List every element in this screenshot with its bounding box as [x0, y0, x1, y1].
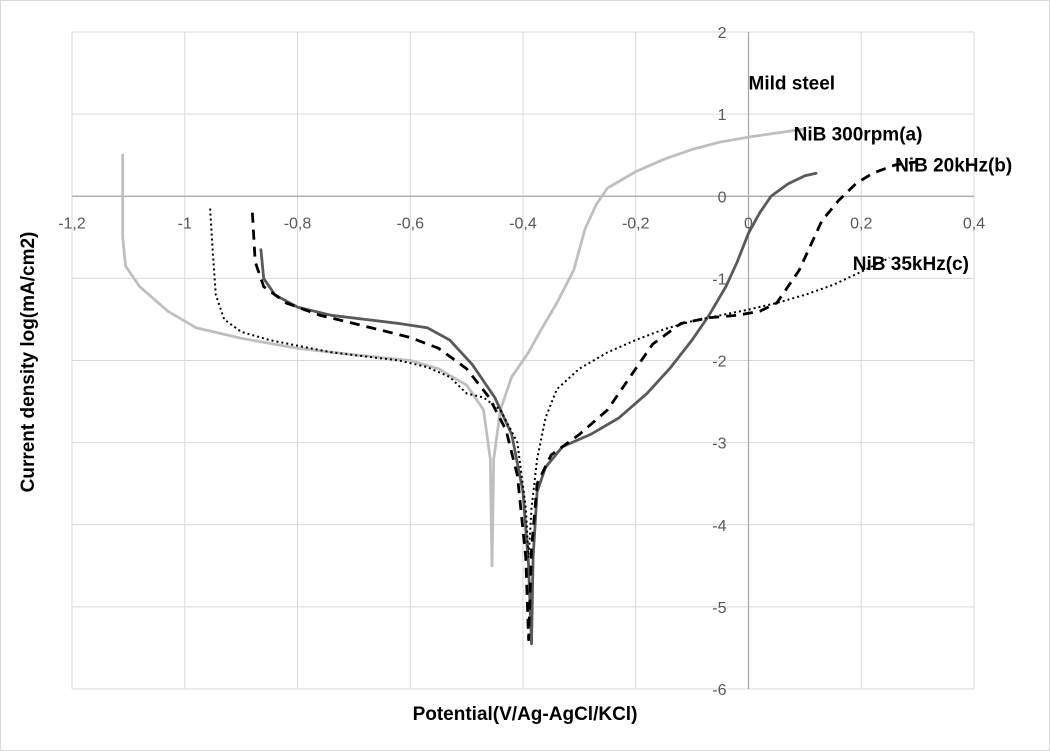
x-tick-label: 0 — [744, 215, 753, 232]
x-tick-label: -0,8 — [284, 215, 312, 232]
x-tick-label: -0,2 — [622, 215, 650, 232]
x-tick-label: -0,6 — [396, 215, 424, 232]
y-tick-label: 1 — [718, 107, 727, 124]
series-label: NiB 35kHz(c) — [853, 254, 969, 275]
series-label: Mild steel — [749, 73, 836, 94]
x-tick-label: 0,4 — [963, 215, 985, 232]
y-tick-label: -3 — [712, 436, 726, 453]
x-tick-label: -1,2 — [58, 215, 86, 232]
y-tick-label: 2 — [718, 25, 727, 42]
x-tick-label: -1 — [178, 215, 192, 232]
y-tick-label: -6 — [712, 682, 726, 699]
x-tick-label: -0,4 — [509, 215, 537, 232]
series-line-0 — [123, 129, 805, 566]
y-tick-label: -2 — [712, 354, 726, 371]
series-layer — [123, 129, 918, 644]
y-axis-title: Current density log(mA/cm2) — [18, 232, 39, 493]
x-axis-title: Potential(V/Ag-AgCl/KCl) — [413, 704, 638, 725]
series-line-3 — [210, 209, 889, 558]
x-tick-label: 0,2 — [850, 215, 872, 232]
y-tick-label: -4 — [712, 518, 726, 535]
series-label: NiB 300rpm(a) — [794, 124, 923, 145]
y-tick-label: 0 — [718, 189, 727, 206]
y-tick-label: -5 — [712, 600, 726, 617]
series-labels: Mild steel NiB 300rpm(a) NiB 20kHz(b) NiB 3… — [749, 73, 1013, 275]
series-line-1 — [261, 173, 816, 644]
series-label: NiB 20kHz(b) — [895, 156, 1012, 177]
y-tick-label: -1 — [712, 271, 726, 288]
